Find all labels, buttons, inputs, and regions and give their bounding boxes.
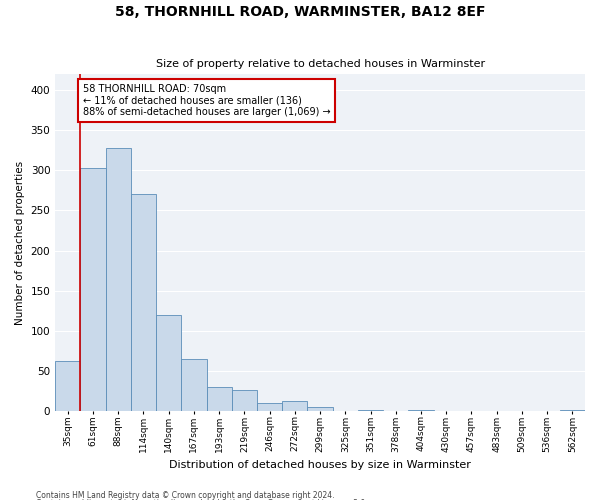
Bar xyxy=(232,390,257,411)
Bar xyxy=(131,194,156,411)
Title: Size of property relative to detached houses in Warminster: Size of property relative to detached ho… xyxy=(155,59,485,69)
Bar xyxy=(257,403,282,411)
X-axis label: Distribution of detached houses by size in Warminster: Distribution of detached houses by size … xyxy=(169,460,471,470)
Bar xyxy=(206,387,232,411)
Bar xyxy=(307,407,332,411)
Bar xyxy=(409,410,434,411)
Bar xyxy=(55,362,80,411)
Bar xyxy=(358,410,383,411)
Text: Contains public sector information licensed under the Open Government Licence v3: Contains public sector information licen… xyxy=(36,499,368,500)
Text: 58, THORNHILL ROAD, WARMINSTER, BA12 8EF: 58, THORNHILL ROAD, WARMINSTER, BA12 8EF xyxy=(115,5,485,19)
Bar xyxy=(80,168,106,411)
Bar xyxy=(560,410,585,411)
Bar xyxy=(282,402,307,411)
Text: Contains HM Land Registry data © Crown copyright and database right 2024.: Contains HM Land Registry data © Crown c… xyxy=(36,490,335,500)
Bar xyxy=(106,148,131,411)
Y-axis label: Number of detached properties: Number of detached properties xyxy=(15,160,25,324)
Bar xyxy=(156,315,181,411)
Text: 58 THORNHILL ROAD: 70sqm
← 11% of detached houses are smaller (136)
88% of semi-: 58 THORNHILL ROAD: 70sqm ← 11% of detach… xyxy=(83,84,331,117)
Bar xyxy=(181,359,206,411)
